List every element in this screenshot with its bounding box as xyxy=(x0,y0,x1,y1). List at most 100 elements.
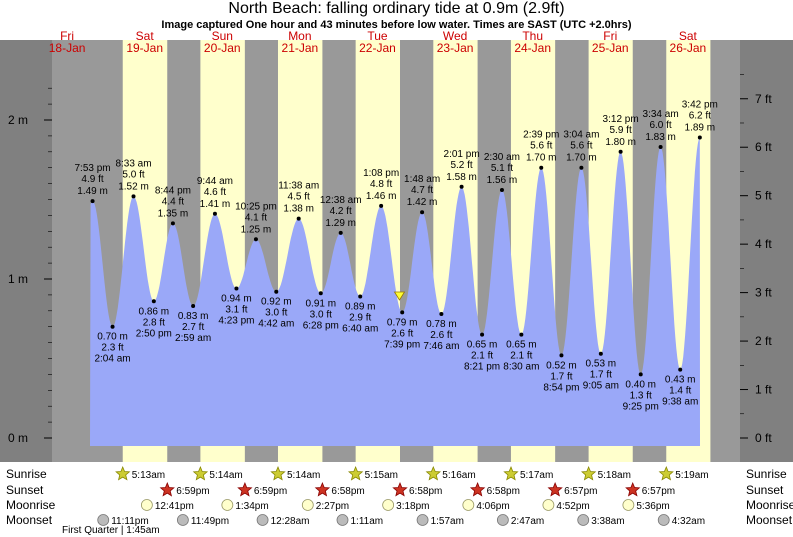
day-date-label: 18-Jan xyxy=(49,41,86,55)
low-tide-metres: 0.79 m xyxy=(387,317,418,328)
high-tide-point xyxy=(253,237,258,242)
high-tide-metres: 1.58 m xyxy=(446,172,477,183)
high-tide-time: 3:42 pm xyxy=(682,99,718,110)
low-tide-metres: 0.86 m xyxy=(139,306,170,317)
high-tide-point xyxy=(579,165,584,170)
high-tide-point xyxy=(420,210,425,215)
low-tide-metres: 0.53 m xyxy=(586,359,617,370)
moonrise-time: 3:18pm xyxy=(396,501,429,512)
row-label-right: Moonrise xyxy=(746,498,793,512)
high-tide-point xyxy=(539,165,544,170)
moonset-time: 4:32am xyxy=(672,516,705,527)
chart-subtitle: Image captured One hour and 43 minutes b… xyxy=(161,19,632,31)
low-tide-feet: 3.0 ft xyxy=(310,309,332,320)
high-tide-point xyxy=(170,221,175,226)
high-tide-time: 1:08 pm xyxy=(363,168,399,179)
high-tide-feet: 4.2 ft xyxy=(330,206,352,217)
sunrise-icon xyxy=(192,465,209,481)
low-tide-time: 8:54 pm xyxy=(543,382,579,393)
high-tide-feet: 5.6 ft xyxy=(530,141,552,152)
day-name-label: Wed xyxy=(443,29,467,43)
high-tide-point xyxy=(212,211,217,216)
sunset-time: 6:57pm xyxy=(642,486,675,497)
moonrise-icon xyxy=(221,499,234,511)
row-label-left: Moonset xyxy=(6,513,53,527)
low-tide-point xyxy=(559,353,564,358)
sunset-icon xyxy=(469,481,486,497)
low-tide-metres: 0.65 m xyxy=(467,340,498,351)
high-tide-feet: 5.9 ft xyxy=(609,125,631,136)
row-label-right: Sunset xyxy=(746,483,784,497)
moonset-time: 2:47am xyxy=(511,516,544,527)
sunset-time: 6:59pm xyxy=(176,486,209,497)
high-tide-metres: 1.38 m xyxy=(283,204,314,215)
row-label-left: Sunset xyxy=(6,483,44,497)
moonset-icon xyxy=(336,514,349,526)
low-tide-feet: 2.6 ft xyxy=(391,328,413,339)
high-tide-time: 3:34 am xyxy=(643,109,679,120)
high-tide-metres: 1.56 m xyxy=(487,175,518,186)
moonset-icon xyxy=(416,514,429,526)
low-tide-point xyxy=(318,291,323,296)
day-date-label: 23-Jan xyxy=(437,41,474,55)
high-tide-time: 1:48 am xyxy=(404,174,440,185)
low-tide-metres: 0.92 m xyxy=(261,297,292,308)
low-tide-feet: 3.0 ft xyxy=(265,308,287,319)
sunrise-icon xyxy=(581,465,597,481)
moonset-time: 1:57am xyxy=(431,516,464,527)
current-tide-marker xyxy=(393,291,406,301)
high-tide-feet: 4.8 ft xyxy=(370,179,392,190)
high-tide-feet: 6.2 ft xyxy=(689,110,711,121)
high-tide-time: 12:38 am xyxy=(320,195,362,206)
high-tide-point xyxy=(499,187,504,192)
day-name-label: Tue xyxy=(367,29,388,43)
high-tide-time: 7:53 pm xyxy=(74,163,110,174)
low-tide-time: 6:28 pm xyxy=(303,320,339,331)
left-axis-label: 0 m xyxy=(8,431,28,445)
high-tide-time: 8:33 am xyxy=(115,158,151,169)
low-tide-time: 4:23 pm xyxy=(218,316,254,327)
high-tide-metres: 1.70 m xyxy=(526,153,557,164)
high-tide-point xyxy=(338,230,343,235)
moonrise-icon xyxy=(462,499,475,511)
low-tide-point xyxy=(151,299,156,304)
high-tide-time: 3:04 am xyxy=(563,130,599,141)
high-tide-time: 11:38 am xyxy=(278,181,319,192)
low-tide-feet: 2.1 ft xyxy=(471,351,493,362)
high-tide-point xyxy=(296,216,301,221)
high-tide-point xyxy=(459,184,464,189)
row-label-left: Moonrise xyxy=(6,498,56,512)
high-tide-point xyxy=(90,199,95,204)
low-tide-point xyxy=(274,289,279,294)
moonrise-icon xyxy=(140,499,153,511)
low-tide-time: 8:21 pm xyxy=(464,362,500,373)
low-tide-time: 4:42 am xyxy=(258,319,294,330)
moonrise-time: 1:34pm xyxy=(235,501,268,512)
low-tide-time: 2:50 pm xyxy=(136,328,172,339)
day-date-label: 24-Jan xyxy=(514,41,551,55)
low-tide-metres: 0.94 m xyxy=(221,294,252,305)
low-tide-time: 6:40 am xyxy=(342,323,378,334)
high-tide-time: 10:25 pm xyxy=(235,201,277,212)
low-tide-metres: 0.83 m xyxy=(178,311,209,322)
sunset-icon xyxy=(625,481,641,497)
low-tide-metres: 0.40 m xyxy=(625,379,656,390)
right-axis-panel xyxy=(740,40,793,462)
moon-phase-note: First Quarter | 1:45am xyxy=(62,525,160,536)
sunrise-icon xyxy=(115,465,131,481)
high-tide-metres: 1.29 m xyxy=(325,218,356,229)
low-tide-metres: 0.52 m xyxy=(546,360,577,371)
low-tide-metres: 0.70 m xyxy=(97,332,128,343)
high-tide-metres: 1.83 m xyxy=(645,132,676,143)
low-tide-time: 7:46 am xyxy=(423,341,459,352)
left-axis-label: 1 m xyxy=(8,272,28,286)
sunrise-time: 5:13am xyxy=(132,470,165,481)
moonset-icon xyxy=(176,514,189,526)
sunset-icon xyxy=(237,481,253,497)
low-tide-point xyxy=(638,372,643,377)
day-name-label: Sat xyxy=(136,29,155,43)
low-tide-time: 8:30 am xyxy=(503,362,539,373)
low-tide-time: 2:59 am xyxy=(175,333,211,344)
day-name-label: Thu xyxy=(522,29,543,43)
